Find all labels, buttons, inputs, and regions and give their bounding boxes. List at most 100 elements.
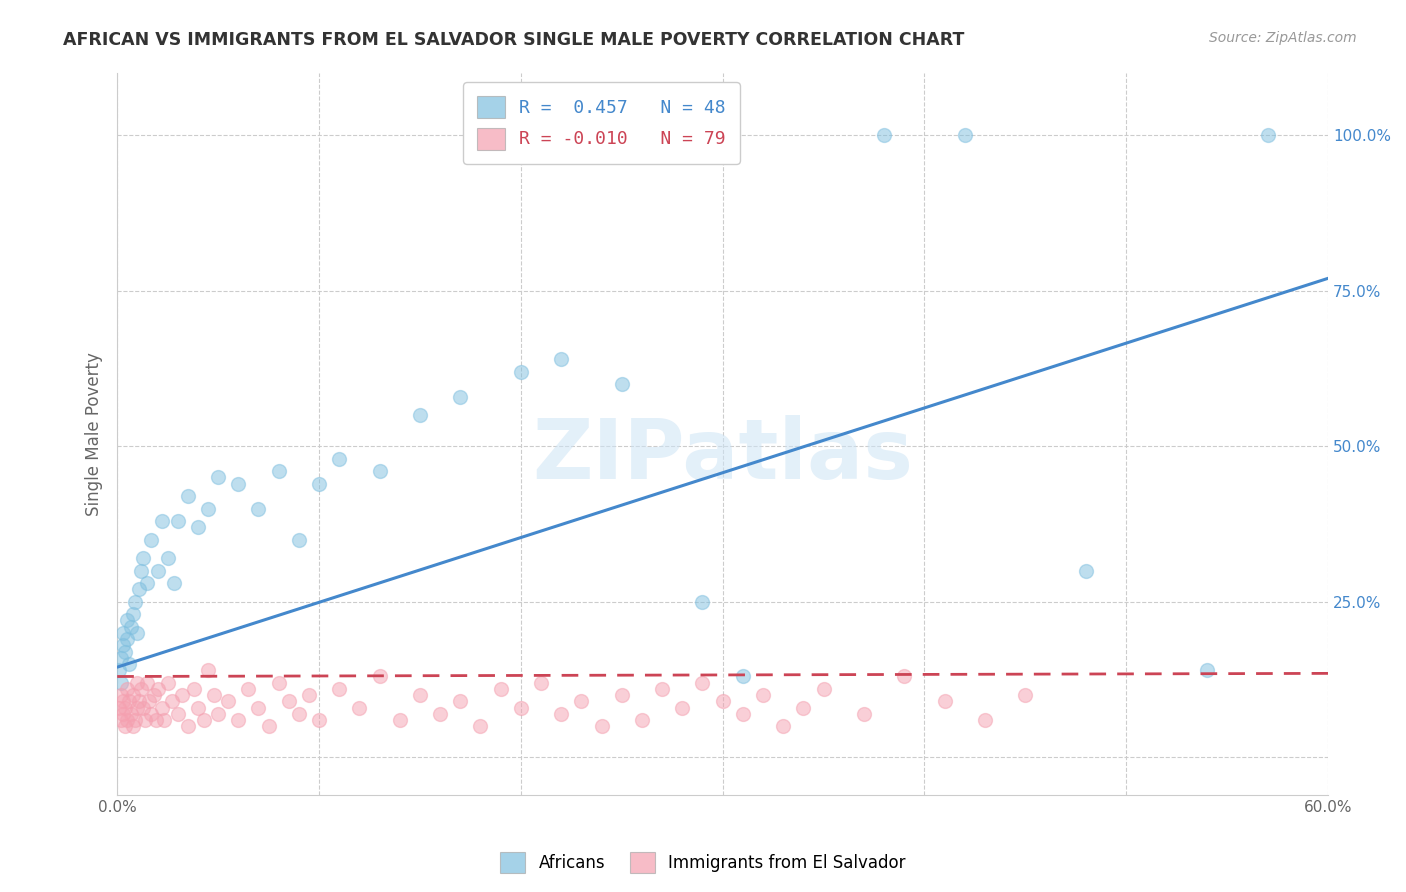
Point xyxy=(217,694,239,708)
Point xyxy=(1074,564,1097,578)
Point xyxy=(166,514,188,528)
Point xyxy=(368,464,391,478)
Point xyxy=(692,595,714,609)
Point xyxy=(150,514,173,528)
Point xyxy=(1014,688,1036,702)
Point xyxy=(127,626,149,640)
Point xyxy=(852,706,875,721)
Point xyxy=(160,694,183,708)
Point xyxy=(112,626,135,640)
Point xyxy=(197,501,219,516)
Point xyxy=(711,694,734,708)
Point xyxy=(128,582,150,597)
Text: ZIPatlas: ZIPatlas xyxy=(531,415,912,496)
Point xyxy=(114,700,136,714)
Point xyxy=(122,719,145,733)
Point xyxy=(731,706,754,721)
Point xyxy=(156,675,179,690)
Point xyxy=(873,128,896,143)
Point xyxy=(124,713,146,727)
Point xyxy=(267,675,290,690)
Point xyxy=(308,476,330,491)
Point xyxy=(429,706,451,721)
Point xyxy=(136,675,159,690)
Point xyxy=(127,700,149,714)
Point xyxy=(183,681,205,696)
Point xyxy=(134,713,156,727)
Point xyxy=(226,713,249,727)
Point xyxy=(120,620,142,634)
Point xyxy=(117,713,139,727)
Point xyxy=(117,614,139,628)
Point xyxy=(610,377,633,392)
Point xyxy=(142,688,165,702)
Point xyxy=(177,719,200,733)
Point xyxy=(114,644,136,658)
Point xyxy=(110,713,132,727)
Point xyxy=(146,681,169,696)
Point xyxy=(470,719,492,733)
Point xyxy=(731,669,754,683)
Point xyxy=(145,713,167,727)
Point xyxy=(108,700,131,714)
Point xyxy=(128,694,150,708)
Point xyxy=(131,564,153,578)
Point xyxy=(368,669,391,683)
Point xyxy=(1357,271,1379,285)
Point xyxy=(752,688,775,702)
Point xyxy=(117,681,139,696)
Point xyxy=(152,713,174,727)
Point xyxy=(934,694,956,708)
Point xyxy=(238,681,260,696)
Point xyxy=(170,688,193,702)
Point xyxy=(163,576,186,591)
Point xyxy=(110,650,132,665)
Point xyxy=(257,719,280,733)
Point xyxy=(509,700,531,714)
Point xyxy=(141,706,163,721)
Point xyxy=(108,663,131,677)
Point xyxy=(974,713,997,727)
Point xyxy=(489,681,512,696)
Point xyxy=(112,706,135,721)
Point xyxy=(166,706,188,721)
Point xyxy=(1257,128,1279,143)
Point xyxy=(328,681,350,696)
Point xyxy=(671,700,693,714)
Point xyxy=(110,688,132,702)
Point xyxy=(114,719,136,733)
Point xyxy=(117,632,139,647)
Point xyxy=(288,533,311,547)
Point xyxy=(118,694,141,708)
Legend: R =  0.457   N = 48, R = -0.010   N = 79: R = 0.457 N = 48, R = -0.010 N = 79 xyxy=(463,82,740,164)
Point xyxy=(591,719,613,733)
Point xyxy=(131,681,153,696)
Legend: Africans, Immigrants from El Salvador: Africans, Immigrants from El Salvador xyxy=(494,846,912,880)
Point xyxy=(449,694,471,708)
Point xyxy=(156,551,179,566)
Point xyxy=(409,408,432,422)
Point xyxy=(550,352,572,367)
Y-axis label: Single Male Poverty: Single Male Poverty xyxy=(86,352,103,516)
Point xyxy=(112,639,135,653)
Point xyxy=(349,700,371,714)
Point xyxy=(772,719,794,733)
Point xyxy=(202,688,225,702)
Point xyxy=(1195,663,1218,677)
Point xyxy=(207,470,229,484)
Point xyxy=(449,390,471,404)
Point xyxy=(146,564,169,578)
Point xyxy=(207,706,229,721)
Point xyxy=(651,681,673,696)
Point xyxy=(112,694,135,708)
Point xyxy=(132,551,155,566)
Point xyxy=(277,694,299,708)
Point xyxy=(509,365,531,379)
Text: AFRICAN VS IMMIGRANTS FROM EL SALVADOR SINGLE MALE POVERTY CORRELATION CHART: AFRICAN VS IMMIGRANTS FROM EL SALVADOR S… xyxy=(63,31,965,49)
Point xyxy=(122,607,145,622)
Point xyxy=(132,700,155,714)
Point xyxy=(120,706,142,721)
Point xyxy=(187,520,209,534)
Point xyxy=(328,451,350,466)
Point xyxy=(298,688,321,702)
